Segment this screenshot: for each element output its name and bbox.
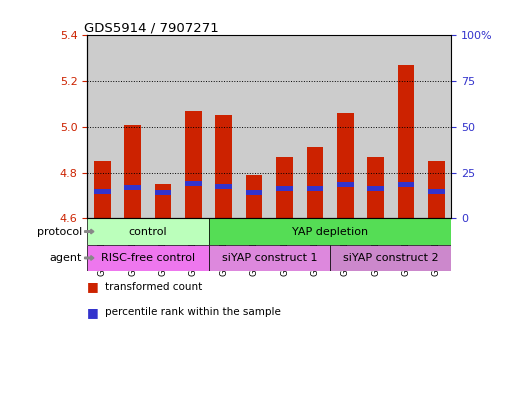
Bar xyxy=(148,35,179,219)
Text: siYAP construct 2: siYAP construct 2 xyxy=(343,253,439,263)
Bar xyxy=(367,186,384,191)
Bar xyxy=(87,219,209,245)
Bar xyxy=(185,111,202,219)
Bar xyxy=(209,219,451,245)
Bar xyxy=(117,35,148,219)
Text: ■: ■ xyxy=(87,280,99,294)
Bar xyxy=(185,181,202,186)
Text: YAP depletion: YAP depletion xyxy=(292,226,368,237)
Text: protocol: protocol xyxy=(37,226,82,237)
Bar xyxy=(87,35,117,219)
Bar xyxy=(398,65,415,219)
Bar xyxy=(337,113,353,219)
Bar xyxy=(276,186,293,191)
Bar xyxy=(239,35,269,219)
Bar xyxy=(337,182,353,187)
Bar xyxy=(300,35,330,219)
Bar xyxy=(306,147,323,219)
Bar xyxy=(391,35,421,219)
Bar xyxy=(428,161,445,219)
Bar xyxy=(209,35,239,219)
Bar xyxy=(360,35,391,219)
Bar xyxy=(398,182,415,187)
Bar xyxy=(124,125,141,219)
Bar xyxy=(179,35,209,219)
Bar xyxy=(155,184,171,219)
Bar xyxy=(209,245,330,271)
Bar xyxy=(421,35,451,219)
Bar xyxy=(94,161,111,219)
Text: GDS5914 / 7907271: GDS5914 / 7907271 xyxy=(84,21,219,34)
Text: ■: ■ xyxy=(87,306,99,319)
Bar xyxy=(215,184,232,189)
Text: siYAP construct 1: siYAP construct 1 xyxy=(222,253,317,263)
Bar xyxy=(94,189,111,194)
Bar xyxy=(124,185,141,190)
Bar xyxy=(367,156,384,219)
Text: RISC-free control: RISC-free control xyxy=(101,253,195,263)
Bar xyxy=(276,156,293,219)
Text: transformed count: transformed count xyxy=(105,282,203,292)
Text: percentile rank within the sample: percentile rank within the sample xyxy=(105,307,281,318)
Text: agent: agent xyxy=(50,253,82,263)
Bar xyxy=(269,35,300,219)
Bar xyxy=(306,186,323,191)
Bar xyxy=(87,245,209,271)
Bar xyxy=(215,116,232,219)
Text: control: control xyxy=(129,226,167,237)
Bar xyxy=(155,191,171,195)
Bar xyxy=(246,175,263,219)
Bar xyxy=(246,190,263,195)
Bar xyxy=(330,35,360,219)
Bar xyxy=(330,245,451,271)
Bar xyxy=(428,189,445,194)
